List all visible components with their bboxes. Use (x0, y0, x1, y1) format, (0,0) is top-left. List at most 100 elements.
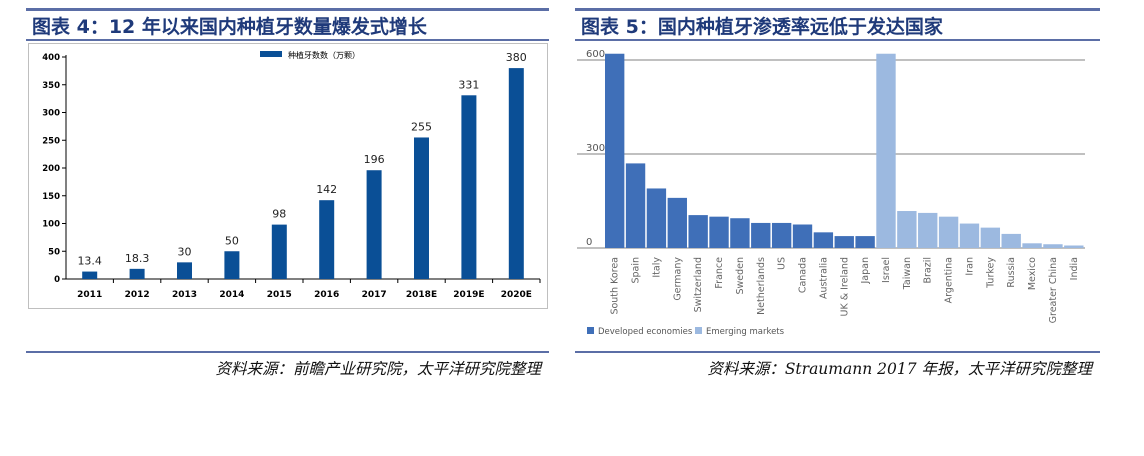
left-chart-container: 0 50 100 150 200 250 300 350 400 13.4 2011 18.3 2012… (28, 43, 548, 309)
left-x-tick-label: 2016 (314, 290, 339, 300)
right-bar (1022, 243, 1042, 248)
right-x-tick-label: Greater China (1048, 257, 1059, 323)
left-x-tick-label: 2015 (267, 290, 292, 300)
left-y-tick-label: 200 (42, 164, 60, 174)
left-x-tick-label: 2012 (125, 290, 150, 300)
right-x-tick-label: Japan (860, 257, 871, 285)
left-title-bar: 图表 4：12 年以来国内种植牙数量爆发式增长 (26, 8, 549, 41)
right-x-tick-label: Turkey (985, 257, 996, 289)
left-y-tick-label: 0 (54, 275, 60, 285)
left-legend-label: 种植牙数数（万颗） (288, 50, 360, 60)
right-bar (792, 224, 813, 248)
left-bar (177, 262, 192, 279)
left-x-tick-label: 2011 (77, 290, 102, 300)
right-x-tick-label: US (777, 257, 788, 270)
left-x-tick-label: 2019E (453, 290, 484, 300)
left-bar-chart: 0 50 100 150 200 250 300 350 400 13.4 2011 18.3 2012… (28, 43, 548, 309)
right-x-tick-label: Switzerland (693, 257, 704, 312)
right-bar (1064, 245, 1084, 248)
right-bar (605, 53, 625, 248)
right-x-tick-label: Russia (1006, 257, 1017, 288)
right-x-tick-label: Italy (651, 257, 662, 278)
right-x-tick-label: India (1069, 257, 1080, 280)
left-bar (271, 224, 287, 279)
left-y-tick-label: 400 (42, 53, 60, 63)
right-bar (938, 216, 959, 248)
right-panel: 图表 5：国内种植牙渗透率远低于发达国家 0 300 600 South Korea S… (575, 8, 1100, 378)
right-legend-swatch-developed (587, 327, 594, 334)
left-data-label: 255 (411, 120, 432, 133)
right-bar (730, 218, 750, 248)
left-data-label: 142 (316, 183, 337, 196)
left-data-label: 30 (178, 245, 192, 258)
right-x-tick-label: South Korea (610, 257, 621, 315)
right-legend-swatch-emerging (695, 327, 702, 334)
left-y-tick-label: 250 (42, 136, 60, 146)
left-source-text: 资料来源：前瞻产业研究院，太平洋研究院整理 (215, 360, 541, 378)
right-bar (897, 211, 917, 248)
left-legend-swatch (260, 51, 282, 57)
left-x-tick-label: 2014 (219, 290, 244, 300)
left-bar (508, 68, 524, 279)
right-bar (709, 216, 729, 248)
right-x-tick-label: Brazil (923, 257, 934, 284)
left-data-label: 196 (364, 153, 385, 166)
right-x-tick-label: Australia (818, 257, 829, 299)
left-y-tick-label: 50 (48, 247, 60, 257)
right-panel-title: 图表 5：国内种植牙渗透率远低于发达国家 (581, 15, 943, 38)
right-bar (625, 163, 646, 248)
right-x-tick-label: Taiwan (902, 257, 913, 290)
right-bar (1043, 244, 1063, 248)
left-data-label: 50 (225, 234, 239, 247)
right-bar (646, 188, 667, 248)
right-legend-label-emerging: Emerging markets (706, 327, 785, 337)
left-bar (224, 251, 240, 279)
left-bar (319, 200, 335, 279)
right-y-tick-label: 600 (586, 49, 605, 60)
right-bar (771, 222, 792, 248)
left-data-label: 13.4 (77, 255, 102, 268)
right-bar (918, 212, 938, 248)
right-bar (751, 222, 771, 248)
left-chart-frame (28, 43, 548, 309)
right-bar (855, 236, 875, 248)
left-y-tick-label: 100 (42, 220, 60, 230)
left-panel: 图表 4：12 年以来国内种植牙数量爆发式增长 0 50 100 150 200 250 3… (26, 8, 549, 378)
left-x-tick-label: 2013 (172, 290, 197, 300)
right-x-tick-label: France (714, 257, 725, 289)
right-bar (980, 227, 1001, 248)
right-legend-label-developed: Developed economies (598, 327, 693, 337)
left-data-label: 380 (506, 51, 527, 64)
left-data-label: 98 (272, 208, 286, 221)
right-y-tick-label: 300 (586, 143, 605, 154)
left-bar (414, 137, 429, 279)
left-x-tick-label: 2017 (362, 290, 387, 300)
left-panel-title: 图表 4：12 年以来国内种植牙数量爆发式增长 (32, 15, 427, 38)
right-bar (1001, 233, 1021, 248)
right-title-bar: 图表 5：国内种植牙渗透率远低于发达国家 (575, 8, 1100, 41)
left-x-tick-label: 2018E (406, 290, 437, 300)
right-x-tick-label: Argentina (944, 257, 955, 303)
left-y-tick-label: 300 (42, 109, 60, 119)
right-x-tick-label: Germany (672, 257, 683, 301)
right-x-tick-label: Canada (798, 257, 809, 293)
left-source-bar: 资料来源：前瞻产业研究院，太平洋研究院整理 (26, 351, 549, 383)
right-source-text: 资料来源：Straumann 2017 年报，太平洋研究院整理 (707, 360, 1092, 378)
left-data-label: 18.3 (125, 252, 150, 265)
right-bar (959, 223, 980, 248)
right-x-tick-label: Israel (881, 257, 892, 283)
right-bar (834, 236, 854, 248)
right-x-tick-label: Sweden (735, 257, 746, 295)
right-bar-chart: 0 300 600 South Korea Spain Italy Germany Switz… (577, 49, 1085, 337)
right-bar (813, 232, 834, 248)
left-y-tick-label: 150 (42, 192, 60, 202)
right-source-bar: 资料来源：Straumann 2017 年报，太平洋研究院整理 (575, 351, 1100, 383)
right-bar (688, 215, 708, 248)
right-x-tick-label: Iran (964, 257, 975, 276)
left-y-tick-label: 350 (42, 81, 60, 91)
right-bar (667, 197, 687, 248)
left-x-tick-label: 2020E (501, 290, 532, 300)
left-bar (461, 95, 477, 279)
left-data-label: 331 (458, 78, 479, 91)
right-chart-container: 0 300 600 South Korea Spain Italy Germany Switz… (577, 46, 1100, 346)
